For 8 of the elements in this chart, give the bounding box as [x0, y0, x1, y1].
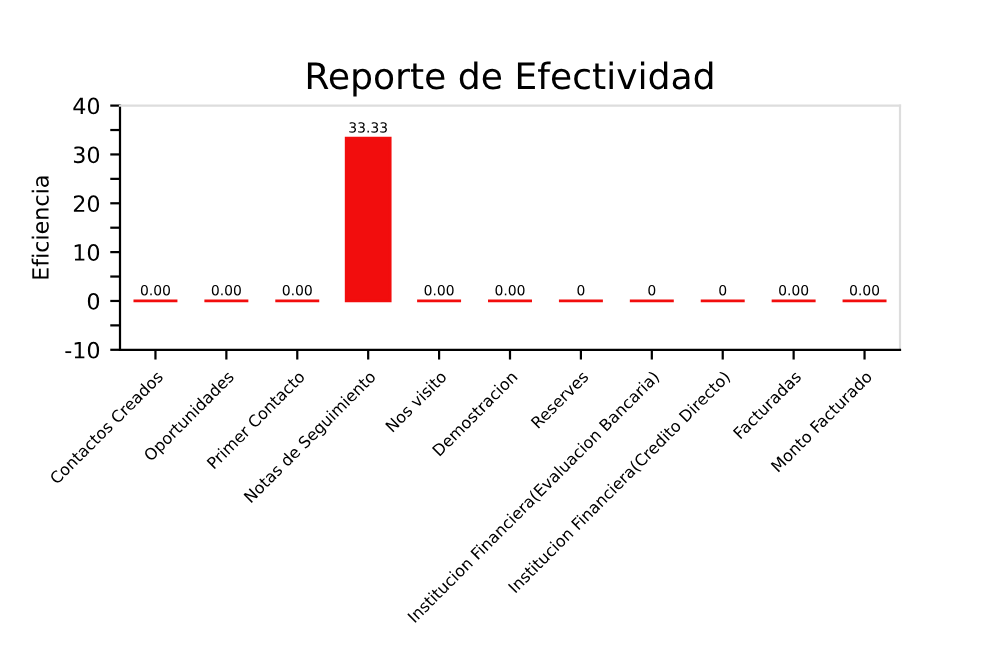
y-tick-label: 0 [87, 292, 100, 310]
y-axis-title: Eficiencia [31, 176, 49, 279]
y-tick-label: 40 [73, 97, 100, 115]
chart-title: Reporte de Efectividad [307, 61, 713, 97]
y-tick-label: 10 [74, 244, 100, 261]
y-tick-label: 20 [73, 195, 100, 213]
y-tick-label: 30 [73, 146, 100, 164]
y-tick-label: -10 [65, 341, 100, 359]
